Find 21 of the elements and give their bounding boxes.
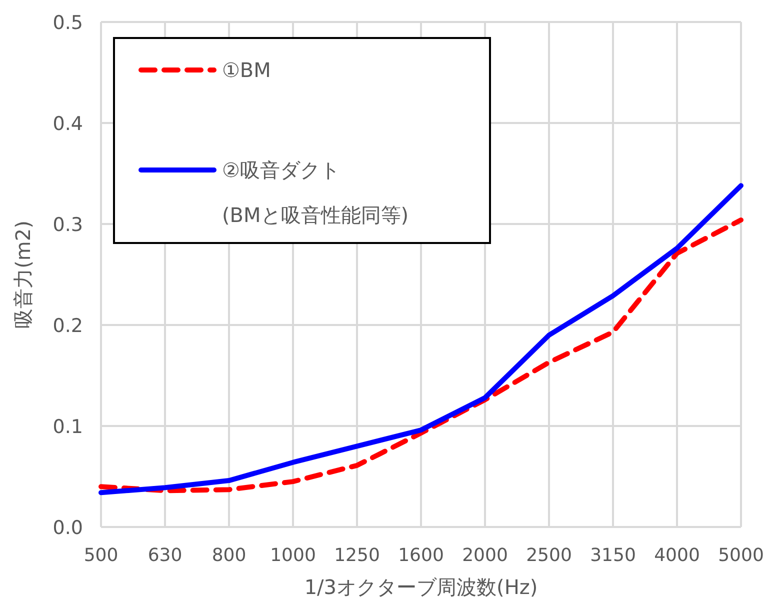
- legend-label: ①BM: [222, 58, 271, 82]
- y-tick-label: 0.1: [52, 416, 83, 438]
- x-tick-label: 5000: [718, 545, 764, 566]
- x-tick-label: 2500: [526, 545, 572, 566]
- x-tick-label: 800: [212, 545, 246, 566]
- y-tick-label: 0.0: [52, 517, 83, 539]
- x-tick-label: 1600: [398, 545, 444, 566]
- y-tick-label: 0.2: [52, 315, 83, 337]
- y-tick-label: 0.4: [52, 113, 83, 135]
- x-tick-label: 3150: [590, 545, 636, 566]
- x-tick-label: 500: [84, 545, 118, 566]
- x-tick-label: 4000: [654, 545, 700, 566]
- x-tick-label: 630: [148, 545, 182, 566]
- legend-label: ②吸音ダクト (BMと吸音性能同等): [222, 158, 409, 227]
- x-tick-label: 1250: [334, 545, 380, 566]
- x-axis-title: 1/3オクターブ周波数(Hz): [304, 575, 538, 599]
- y-tick-label: 0.5: [52, 12, 83, 34]
- x-tick-label: 2000: [462, 545, 508, 566]
- y-tick-label: 0.3: [52, 214, 83, 236]
- y-axis-title: 吸音力(m2): [11, 220, 35, 328]
- x-tick-label: 1000: [270, 545, 316, 566]
